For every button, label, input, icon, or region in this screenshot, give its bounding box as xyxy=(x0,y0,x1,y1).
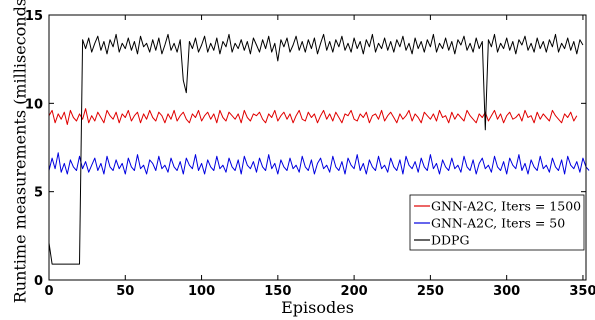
x-tick-label: 150 xyxy=(264,284,291,299)
y-tick-label: 0 xyxy=(34,274,43,289)
legend-box xyxy=(409,194,585,251)
x-tick-label: 250 xyxy=(417,284,444,299)
legend-label-1: GNN-A2C, Iters = 50 xyxy=(431,216,565,231)
x-tick-label: 50 xyxy=(116,284,134,299)
x-tick-label: 200 xyxy=(341,284,368,299)
x-tick-label: 350 xyxy=(569,284,595,299)
y-tick-label: 15 xyxy=(25,9,43,24)
x-axis-label: Episodes xyxy=(281,298,354,317)
x-tick-label: 100 xyxy=(188,284,215,299)
legend: GNN-A2C, Iters = 1500 GNN-A2C, Iters = 50… xyxy=(409,194,585,251)
plot-frame xyxy=(48,14,587,281)
y-tick-label: 5 xyxy=(34,186,43,201)
series-line-2 xyxy=(48,33,584,265)
x-tick-label: 300 xyxy=(493,284,520,299)
y-axis-label: Runtime measurements (milliseconds) xyxy=(11,0,30,303)
series-line-1 xyxy=(48,152,590,175)
legend-label-2: DDPG xyxy=(431,233,469,248)
y-tick-label: 10 xyxy=(25,97,43,112)
x-tick-label: 0 xyxy=(44,284,53,299)
legend-label-0: GNN-A2C, Iters = 1500 xyxy=(431,199,581,214)
series-line-0 xyxy=(48,108,578,125)
